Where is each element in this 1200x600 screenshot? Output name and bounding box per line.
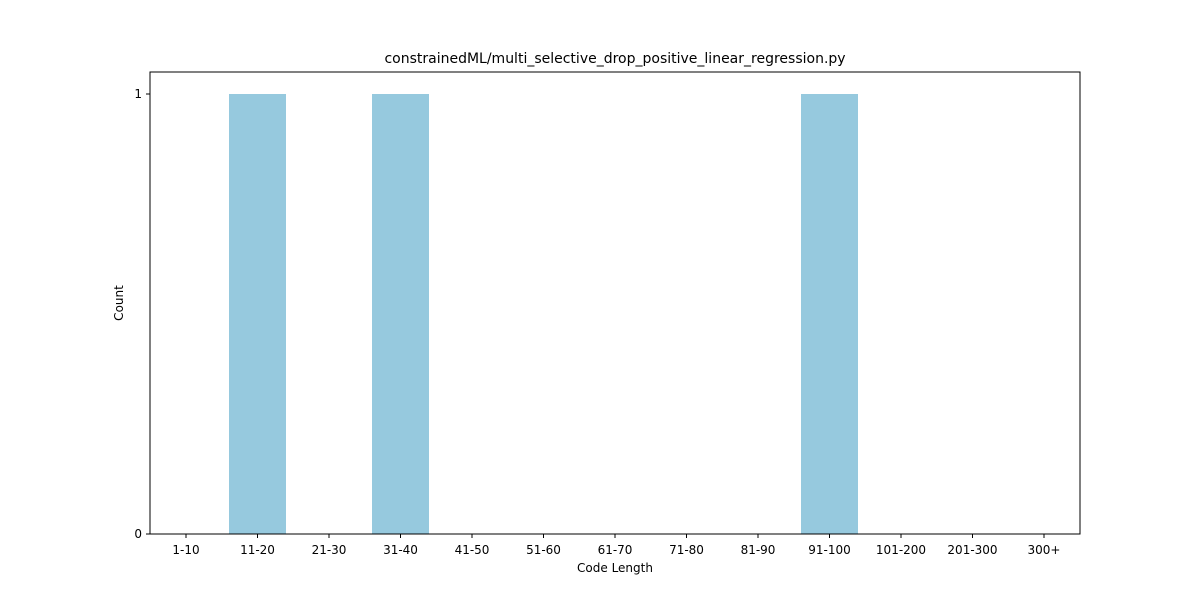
chart-title: constrainedML/multi_selective_drop_posit… xyxy=(384,51,845,67)
plot-frame xyxy=(149,71,1081,535)
x-tick-label: 21-30 xyxy=(312,543,347,557)
x-axis-ticks: 1-10 11-20 21-30 31-40 41-50 51-60 61-70 71-80 8… xyxy=(172,534,1060,557)
x-tick-label: 81-90 xyxy=(741,543,776,557)
y-axis-ticks: 01 xyxy=(134,87,150,541)
x-tick-label: 41-50 xyxy=(455,543,490,557)
x-tick-label: 300+ xyxy=(1028,543,1061,557)
x-tick-label: 91-100 xyxy=(808,543,851,557)
y-tick-label: 0 xyxy=(134,527,142,541)
bars-group xyxy=(229,94,858,534)
bar-11-20 xyxy=(229,94,286,534)
y-axis-label: Count xyxy=(112,285,126,321)
x-tick-label: 1-10 xyxy=(172,543,199,557)
x-tick-label: 11-20 xyxy=(240,543,275,557)
x-tick-label: 71-80 xyxy=(669,543,704,557)
x-tick-label: 201-300 xyxy=(947,543,997,557)
x-tick-label: 101-200 xyxy=(876,543,926,557)
x-tick-label: 51-60 xyxy=(526,543,561,557)
x-tick-label: 61-70 xyxy=(598,543,633,557)
y-tick-label: 1 xyxy=(134,87,142,101)
x-tick-label: 31-40 xyxy=(383,543,418,557)
bar-91-100 xyxy=(801,94,858,534)
x-axis-label: Code Length xyxy=(577,561,653,575)
bar-31-40 xyxy=(372,94,429,534)
